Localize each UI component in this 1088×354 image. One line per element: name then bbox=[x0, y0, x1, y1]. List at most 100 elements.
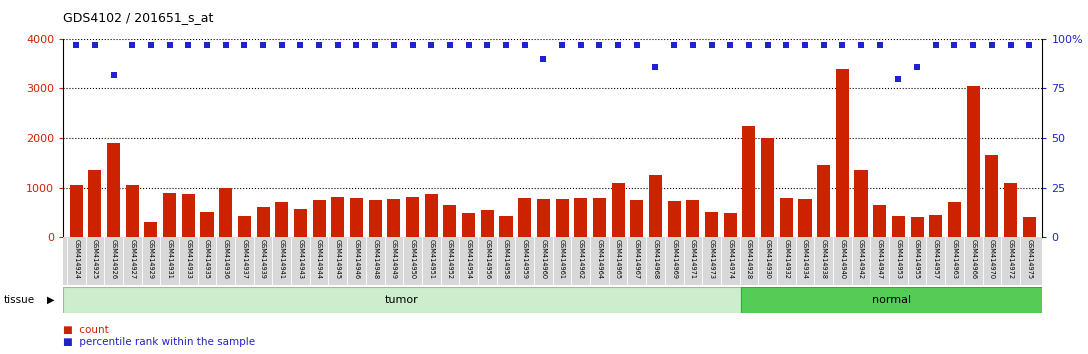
Point bbox=[964, 42, 981, 48]
Point bbox=[609, 42, 627, 48]
Text: GSM414942: GSM414942 bbox=[858, 239, 864, 279]
Bar bbox=[70, 185, 83, 237]
Bar bbox=[1023, 217, 1036, 237]
Point bbox=[367, 42, 384, 48]
Text: GSM414943: GSM414943 bbox=[297, 239, 304, 279]
Bar bbox=[630, 200, 643, 237]
Text: GSM414969: GSM414969 bbox=[671, 239, 677, 279]
Text: GSM414946: GSM414946 bbox=[354, 239, 359, 279]
Text: GSM414949: GSM414949 bbox=[391, 239, 397, 279]
Bar bbox=[648, 175, 662, 237]
Bar bbox=[257, 207, 270, 237]
Point bbox=[422, 42, 440, 48]
Bar bbox=[88, 170, 101, 237]
Bar bbox=[312, 200, 325, 237]
Text: GSM414964: GSM414964 bbox=[596, 239, 603, 279]
Text: GSM414936: GSM414936 bbox=[223, 239, 228, 279]
Text: ■  percentile rank within the sample: ■ percentile rank within the sample bbox=[63, 337, 256, 347]
Bar bbox=[762, 138, 775, 237]
Bar bbox=[874, 205, 887, 237]
Text: GSM414933: GSM414933 bbox=[185, 239, 191, 279]
Bar bbox=[536, 199, 549, 237]
Text: GSM414925: GSM414925 bbox=[91, 239, 98, 279]
Point bbox=[273, 42, 290, 48]
Text: GSM414974: GSM414974 bbox=[727, 239, 733, 279]
Point bbox=[927, 42, 944, 48]
Point bbox=[815, 42, 832, 48]
Text: GSM414947: GSM414947 bbox=[877, 239, 882, 279]
Point bbox=[86, 42, 103, 48]
Bar bbox=[219, 188, 232, 237]
Bar bbox=[593, 198, 606, 237]
Point bbox=[591, 42, 608, 48]
Point bbox=[945, 42, 963, 48]
Bar bbox=[724, 213, 737, 237]
Bar bbox=[705, 212, 718, 237]
Bar bbox=[966, 86, 979, 237]
Point bbox=[497, 42, 515, 48]
Bar bbox=[145, 222, 158, 237]
Text: GSM414970: GSM414970 bbox=[989, 239, 994, 279]
Point bbox=[1002, 42, 1019, 48]
Point bbox=[684, 42, 702, 48]
Point bbox=[628, 42, 645, 48]
Text: GSM414972: GSM414972 bbox=[1007, 239, 1014, 279]
Text: GSM414934: GSM414934 bbox=[802, 239, 808, 279]
Bar bbox=[836, 69, 849, 237]
Text: GSM414926: GSM414926 bbox=[111, 239, 116, 279]
Text: GSM414955: GSM414955 bbox=[914, 239, 920, 279]
Point bbox=[104, 72, 122, 78]
Text: GDS4102 / 201651_s_at: GDS4102 / 201651_s_at bbox=[63, 11, 213, 24]
Bar bbox=[892, 216, 905, 237]
Point bbox=[460, 42, 478, 48]
Point bbox=[646, 64, 664, 69]
Bar bbox=[574, 198, 588, 237]
Text: GSM414973: GSM414973 bbox=[708, 239, 715, 279]
Bar bbox=[611, 183, 625, 237]
Bar bbox=[107, 143, 120, 237]
Point bbox=[217, 42, 234, 48]
Point bbox=[890, 76, 907, 81]
Text: GSM414953: GSM414953 bbox=[895, 239, 902, 279]
Point bbox=[292, 42, 309, 48]
Text: GSM414930: GSM414930 bbox=[765, 239, 770, 279]
Point bbox=[143, 42, 160, 48]
Bar bbox=[799, 199, 812, 237]
Point bbox=[740, 42, 757, 48]
Point bbox=[759, 42, 777, 48]
Point bbox=[703, 42, 720, 48]
Bar bbox=[780, 198, 793, 237]
Text: GSM414952: GSM414952 bbox=[447, 239, 453, 279]
Text: GSM414924: GSM414924 bbox=[73, 239, 79, 279]
Point bbox=[852, 42, 869, 48]
Point bbox=[348, 42, 366, 48]
Point bbox=[255, 42, 272, 48]
Text: GSM414938: GSM414938 bbox=[820, 239, 827, 279]
Text: GSM414963: GSM414963 bbox=[952, 239, 957, 279]
Text: GSM414950: GSM414950 bbox=[409, 239, 416, 279]
Point bbox=[778, 42, 795, 48]
Text: GSM414928: GSM414928 bbox=[746, 239, 752, 279]
Point bbox=[908, 64, 926, 69]
Point bbox=[385, 42, 403, 48]
Text: GSM414959: GSM414959 bbox=[521, 239, 528, 279]
Text: GSM414975: GSM414975 bbox=[1026, 239, 1033, 279]
Bar bbox=[1004, 183, 1017, 237]
Bar bbox=[126, 185, 139, 237]
Text: GSM414961: GSM414961 bbox=[559, 239, 565, 279]
Text: tissue: tissue bbox=[3, 295, 35, 305]
Bar bbox=[294, 210, 307, 237]
Bar bbox=[238, 216, 251, 237]
Bar bbox=[668, 201, 681, 237]
Text: GSM414937: GSM414937 bbox=[242, 239, 247, 279]
Bar bbox=[556, 199, 569, 237]
Point bbox=[796, 42, 814, 48]
Bar bbox=[911, 217, 924, 237]
Bar bbox=[481, 210, 494, 237]
Point bbox=[329, 42, 346, 48]
Text: ▶: ▶ bbox=[47, 295, 54, 305]
Bar bbox=[424, 194, 437, 237]
Bar bbox=[817, 165, 830, 237]
Text: ■  count: ■ count bbox=[63, 325, 109, 335]
Bar bbox=[163, 193, 176, 237]
